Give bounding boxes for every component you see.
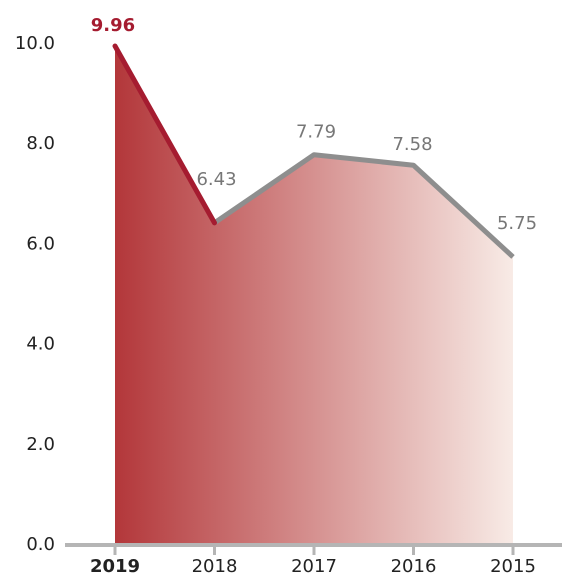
x-tick-label: 2017	[291, 556, 337, 577]
line	[213, 152, 515, 259]
x-tick-label: 2016	[391, 556, 437, 577]
value-label: 5.75	[497, 213, 537, 234]
x-tick-label: 2015	[490, 556, 536, 577]
line-highlight	[112, 43, 217, 226]
value-label: 9.96	[91, 15, 135, 36]
value-label: 7.79	[296, 122, 336, 143]
value-label: 6.43	[196, 169, 236, 190]
value-label: 7.58	[392, 134, 432, 155]
y-tick-label: 4.0	[26, 334, 55, 355]
y-tick-label: 0.0	[26, 534, 55, 555]
x-tick-label: 2018	[192, 556, 238, 577]
y-tick-label: 10.0	[15, 33, 55, 54]
y-tick-label: 8.0	[26, 133, 55, 154]
y-tick-label: 6.0	[26, 233, 55, 254]
area	[115, 46, 513, 546]
x-tick-label: 2019	[90, 556, 140, 577]
y-tick-label: 2.0	[26, 434, 55, 455]
